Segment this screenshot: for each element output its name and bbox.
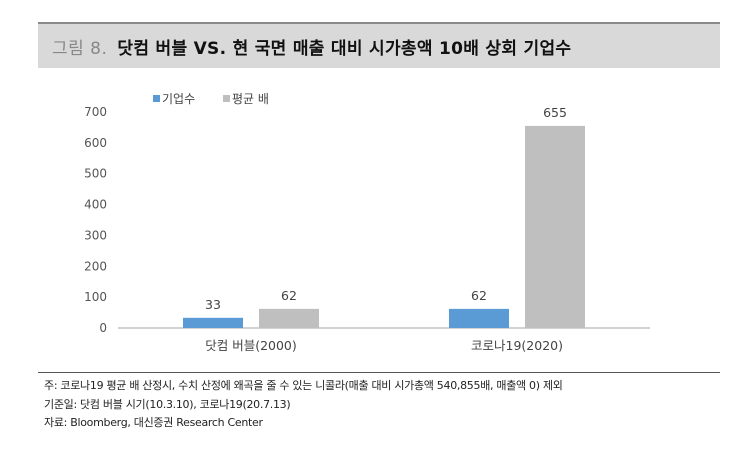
legend-swatch <box>223 95 230 102</box>
y-tick-label: 300 <box>84 228 107 242</box>
bar-chart: 0 100 200 300 400 500 600 700 닷컴 버블(2000) 코로나19(2… <box>84 92 650 353</box>
data-label: 62 <box>471 288 487 303</box>
y-tick-label: 200 <box>84 259 107 273</box>
x-category-label: 닷컴 버블(2000) <box>205 338 297 353</box>
footnote-note: 주: 코로나19 평균 배 산정시, 수치 산정에 왜곡을 줄 수 있는 니콜라… <box>44 379 563 392</box>
y-tick-label: 100 <box>84 290 107 304</box>
legend-swatch <box>153 95 160 102</box>
data-label: 62 <box>281 288 297 303</box>
figure-header: 그림 8. 닷컴 버블 VS. 현 국면 매출 대비 시가총액 10배 상회 기… <box>38 24 720 68</box>
bar-layer: 33 62 62 655 <box>183 105 585 328</box>
data-label: 33 <box>205 297 221 312</box>
bar <box>183 317 243 328</box>
bar <box>259 308 319 328</box>
footnote-source: 자료: Bloomberg, 대신증권 Research Center <box>44 416 263 429</box>
bar <box>525 125 585 328</box>
axis-layer: 0 100 200 300 400 500 600 700 닷컴 버블(2000) 코로나19(2… <box>84 105 650 353</box>
figure-title: 닷컴 버블 VS. 현 국면 매출 대비 시가총액 10배 상회 기업수 <box>117 38 572 59</box>
legend-label: 평균 배 <box>232 92 269 106</box>
header-top-rule <box>38 22 720 24</box>
y-tick-label: 600 <box>84 136 107 150</box>
footnotes: 주: 코로나19 평균 배 산정시, 수치 산정에 왜곡을 줄 수 있는 니콜라… <box>44 377 563 433</box>
y-tick-label: 400 <box>84 198 107 212</box>
y-tick-label: 0 <box>99 321 107 335</box>
y-tick-label: 500 <box>84 167 107 181</box>
bar <box>449 308 509 328</box>
legend: 기업수 평균 배 <box>153 92 269 106</box>
notes-top-rule <box>38 372 720 373</box>
figure-label: 그림 8. <box>52 38 108 59</box>
legend-label: 기업수 <box>162 92 195 106</box>
footnote-basis-date: 기준일: 닷컴 버블 시기(10.3.10), 코로나19(20.7.13) <box>44 397 291 411</box>
y-tick-label: 700 <box>84 105 107 119</box>
x-category-label: 코로나19(2020) <box>471 338 563 353</box>
data-label: 655 <box>543 105 567 120</box>
